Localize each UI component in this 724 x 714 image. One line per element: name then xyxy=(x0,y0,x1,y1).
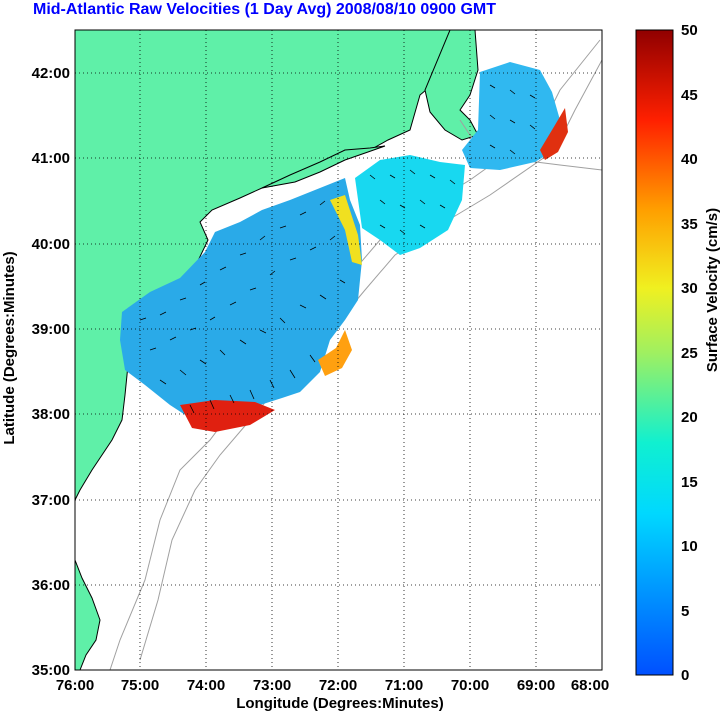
velocity-edge-yellow xyxy=(330,195,362,265)
velocity-vectors xyxy=(139,84,536,414)
x-tick-label: 69:00 xyxy=(517,677,555,694)
colorbar-tick-label: 15 xyxy=(681,474,698,491)
x-tick-label: 68:00 xyxy=(571,677,609,694)
colorbar-tick-label: 30 xyxy=(681,280,698,297)
velocity-field-mid xyxy=(355,155,465,255)
colorbar-tick-label: 5 xyxy=(681,603,689,620)
colorbar-tick-label: 50 xyxy=(681,22,698,39)
x-tick-label: 73:00 xyxy=(253,677,291,694)
colorbar-tick-label: 10 xyxy=(681,538,698,555)
long-island xyxy=(261,145,386,189)
cape-cod xyxy=(424,30,479,141)
y-tick-labels: 35:00 36:00 37:00 38:00 39:00 40:00 41:0… xyxy=(32,65,70,679)
x-tick-label: 71:00 xyxy=(385,677,423,694)
y-tick-label: 37:00 xyxy=(32,492,70,509)
outer-banks xyxy=(75,559,101,670)
land-mass xyxy=(75,30,451,501)
y-tick-label: 42:00 xyxy=(32,65,70,82)
velocity-hotspot-east xyxy=(318,330,352,376)
colorbar-tick-label: 40 xyxy=(681,151,698,168)
colorbar-label: Surface Velocity (cm/s) xyxy=(704,208,721,372)
velocity-hotspot-south xyxy=(180,400,275,432)
y-tick-label: 35:00 xyxy=(32,662,70,679)
map-title: Mid-Atlantic Raw Velocities (1 Day Avg) … xyxy=(33,1,496,18)
x-axis-label: Longitude (Degrees:Minutes) xyxy=(236,695,444,712)
velocity-field-north xyxy=(462,62,560,170)
velocity-field xyxy=(120,62,568,432)
x-tick-label: 76:00 xyxy=(56,677,94,694)
colorbar-tick-label: 45 xyxy=(681,87,698,104)
velocity-field-main xyxy=(120,178,362,428)
y-tick-label: 38:00 xyxy=(32,406,70,423)
colorbar-tick-label: 25 xyxy=(681,345,698,362)
colorbar-tick-label: 0 xyxy=(681,667,689,684)
coordinate-grid xyxy=(75,30,602,670)
colorbar-ticks: 0 5 10 15 20 25 30 35 40 45 50 xyxy=(681,22,698,684)
x-tick-labels: 76:00 75:00 74:00 73:00 72:00 71:00 70:0… xyxy=(56,677,609,694)
y-tick-label: 39:00 xyxy=(32,321,70,338)
x-tick-label: 72:00 xyxy=(319,677,357,694)
x-tick-label: 75:00 xyxy=(121,677,159,694)
y-tick-label: 36:00 xyxy=(32,577,70,594)
plot-frame xyxy=(74,29,603,671)
colorbar-tick-label: 35 xyxy=(681,216,698,233)
velocity-hotspot-ne xyxy=(540,108,568,160)
x-tick-label: 74:00 xyxy=(187,677,225,694)
y-tick-label: 41:00 xyxy=(32,150,70,167)
y-axis-label: Latitude (Degrees:Minutes) xyxy=(1,251,18,444)
x-tick-label: 70:00 xyxy=(451,677,489,694)
colorbar-tick-label: 20 xyxy=(681,409,698,426)
y-tick-label: 40:00 xyxy=(32,236,70,253)
colorbar-gradient xyxy=(635,29,674,676)
